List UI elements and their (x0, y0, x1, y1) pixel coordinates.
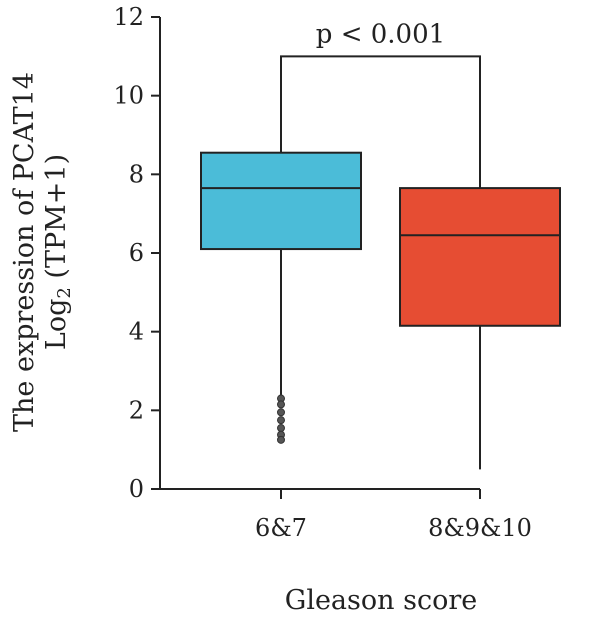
significance-bracket: p < 0.001 (280, 19, 481, 69)
y-tick-label: 12 (113, 3, 144, 31)
x-axis: 6&7 8&9&10 (160, 488, 532, 542)
y-tick-label: 2 (129, 396, 144, 424)
x-tick-label: 8&9&10 (428, 514, 532, 542)
y-axis: 0 2 4 6 8 10 12 (113, 3, 161, 503)
box-1 (200, 56, 362, 444)
outlier-point (277, 424, 285, 433)
outlier-point (277, 400, 285, 409)
y-tick-label: 6 (129, 239, 144, 267)
y-tick-label: 8 (129, 160, 144, 188)
box-body (200, 151, 362, 251)
outlier-point (277, 408, 285, 417)
outlier-point (277, 416, 285, 425)
bracket-line (280, 55, 481, 69)
y-tick-label: 10 (113, 82, 144, 110)
y-axis-title-subscript: 2 (54, 287, 75, 298)
p-value-label: p < 0.001 (316, 19, 445, 49)
y-axis-title: The expression of PCAT14 Log2 (TPM+1) (9, 72, 75, 432)
y-axis-title-line1: The expression of PCAT14 (9, 72, 40, 432)
box-body (399, 187, 561, 327)
y-axis-title-unit: (TPM+1) (41, 154, 72, 287)
x-axis-title: Gleason score (285, 585, 477, 616)
boxes (200, 56, 561, 470)
outlier-point (277, 435, 285, 444)
x-tick-label: 6&7 (255, 514, 307, 542)
y-tick-label: 4 (129, 318, 144, 346)
y-tick-label: 0 (129, 475, 144, 503)
y-axis-title-log: Log (41, 299, 72, 350)
y-axis-title-line2: Log2 (TPM+1) (41, 154, 75, 350)
box-2 (399, 56, 561, 470)
